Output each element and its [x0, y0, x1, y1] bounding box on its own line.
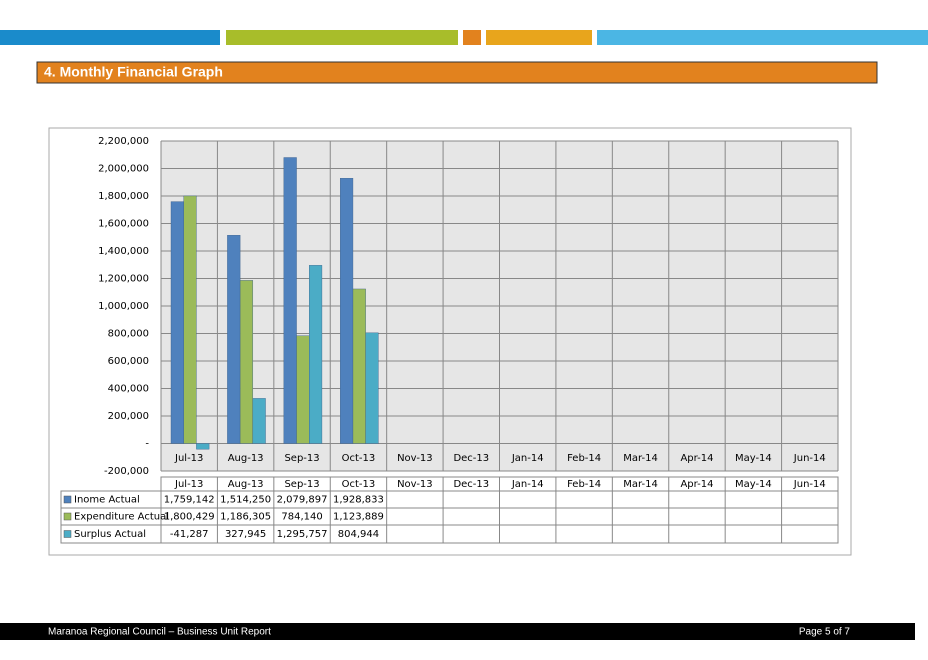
bar	[227, 235, 241, 444]
x-tick-label: Mar-14	[623, 453, 658, 464]
x-tick-label: Dec-13	[453, 453, 489, 464]
table-header: Nov-13	[397, 479, 433, 490]
y-tick-label: 400,000	[108, 384, 149, 395]
x-tick-label: Nov-13	[397, 453, 433, 464]
bar	[170, 201, 184, 444]
legend-swatch	[63, 512, 72, 521]
legend-swatch	[63, 495, 72, 504]
y-tick-label: 200,000	[108, 411, 149, 422]
table-header: May-14	[735, 479, 772, 490]
section-header	[36, 61, 878, 84]
y-tick-label: 1,400,000	[98, 246, 149, 257]
table-header: Jul-13	[174, 479, 203, 490]
table-value: 1,295,757	[277, 529, 328, 540]
plot: 2,200,000 2,000,000 1,800,000 1,600,000 1,40…	[60, 136, 839, 544]
table-value: 2,079,897	[277, 495, 328, 506]
table-value: -41,287	[170, 529, 209, 540]
table-value: 804,944	[338, 529, 379, 540]
bar	[252, 398, 266, 444]
y-tick-label: 1,600,000	[98, 219, 149, 230]
y-tick-label: 1,000,000	[98, 301, 149, 312]
data-table	[60, 490, 839, 544]
y-tick-label: -	[145, 439, 149, 450]
y-tick-label: 2,200,000	[98, 136, 149, 147]
section-title: 4. Monthly Financial Graph	[44, 64, 223, 80]
table-value: 1,800,429	[164, 512, 215, 523]
x-tick-label: Jun-14	[793, 453, 826, 464]
table-header: Aug-13	[228, 479, 264, 490]
legend-label: Expenditure Actual	[74, 512, 169, 523]
x-tick-label: Oct-13	[342, 453, 376, 464]
table-header: Apr-14	[680, 479, 713, 490]
table-value: 784,140	[281, 512, 322, 523]
table-value: 1,928,833	[333, 495, 384, 506]
table-value: 1,514,250	[220, 495, 271, 506]
table-header: Oct-13	[342, 479, 376, 490]
x-tick-label: May-14	[735, 453, 772, 464]
y-tick-label: -200,000	[104, 466, 149, 477]
table-value: 1,186,305	[220, 512, 271, 523]
bar	[309, 265, 323, 444]
bar	[239, 280, 254, 444]
y-tick-label: 2,000,000	[98, 164, 149, 175]
y-tick-label: 600,000	[108, 356, 149, 367]
bar	[340, 178, 354, 444]
bar	[352, 288, 366, 444]
y-tick-label: 800,000	[108, 329, 149, 340]
bar	[196, 443, 210, 450]
stripe	[226, 30, 458, 45]
bar	[283, 157, 297, 444]
footer-bar	[0, 623, 915, 640]
table-header: Feb-14	[567, 479, 601, 490]
y-tick-label: 1,800,000	[98, 191, 149, 202]
x-tick-label: Aug-13	[228, 453, 264, 464]
legend-label: Surplus Actual	[74, 529, 146, 540]
stripe	[463, 30, 481, 45]
bar	[365, 332, 379, 444]
bar	[296, 335, 310, 444]
stripe	[486, 30, 592, 45]
x-tick-label: Feb-14	[567, 453, 601, 464]
table-header: Sep-13	[284, 479, 319, 490]
table-header: Dec-13	[453, 479, 489, 490]
table-header: Mar-14	[623, 479, 658, 490]
table-value: 1,123,889	[333, 512, 384, 523]
footer-right: Page 5 of 7	[799, 627, 851, 638]
footer-left: Maranoa Regional Council – Business Unit…	[48, 627, 271, 638]
x-tick-label: Sep-13	[284, 453, 319, 464]
y-tick-label: 1,200,000	[98, 274, 149, 285]
x-tick-label: Jan-14	[511, 453, 544, 464]
table-header: Jan-14	[511, 479, 544, 490]
stripe	[597, 30, 928, 45]
table-header: Jun-14	[793, 479, 826, 490]
stripe	[0, 30, 220, 45]
table-value: 327,945	[225, 529, 266, 540]
x-tick-label: Apr-14	[680, 453, 713, 464]
x-tick-label: Jul-13	[174, 453, 203, 464]
table-value: 1,759,142	[164, 495, 215, 506]
legend-label: Inome Actual	[74, 495, 140, 506]
bar	[183, 195, 197, 444]
legend-swatch	[63, 530, 72, 538]
